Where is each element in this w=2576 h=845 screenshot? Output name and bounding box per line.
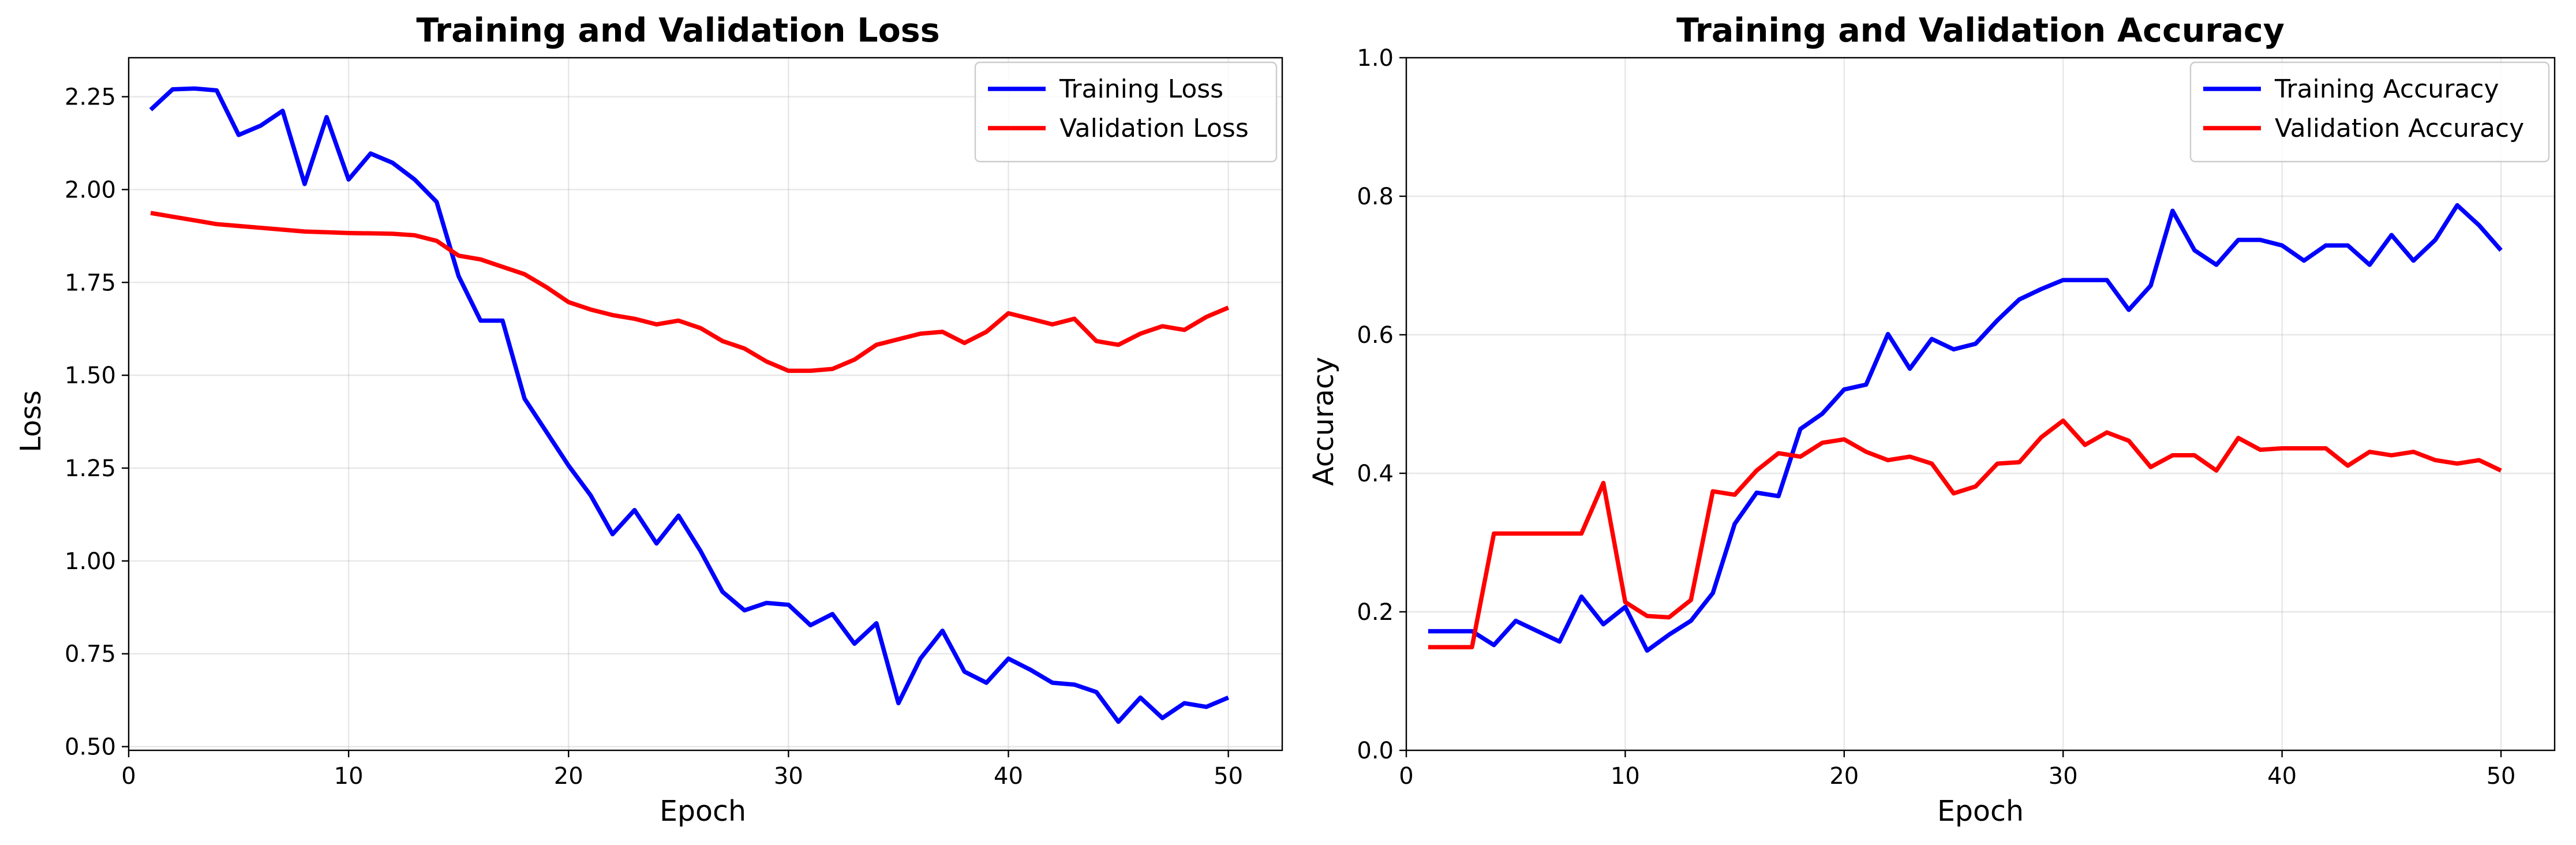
accuracy-x-tick-label: 30 — [2049, 763, 2078, 790]
accuracy-y-tick-label: 1.0 — [1357, 45, 1394, 72]
loss-x-tick-label: 20 — [554, 763, 583, 790]
loss-y-tick-label: 2.00 — [65, 177, 116, 203]
accuracy-y-tick-label: 0.8 — [1357, 184, 1394, 210]
loss-y-tick-label: 2.25 — [65, 84, 116, 111]
legend-label-training-loss: Training Loss — [1059, 74, 1223, 104]
loss-y-tick-label: 1.75 — [65, 270, 116, 296]
loss-y-tick-label: 1.50 — [65, 362, 116, 389]
accuracy-x-axis-label: Epoch — [1937, 795, 2024, 828]
loss-y-tick-label: 0.50 — [65, 734, 116, 761]
legend-label-training-accuracy: Training Accuracy — [2274, 74, 2499, 104]
loss-y-tick-label: 1.00 — [65, 548, 116, 575]
accuracy-x-tick-label: 10 — [1611, 763, 1640, 790]
loss-legend-box — [974, 61, 1278, 163]
accuracy-series-training-accuracy — [1428, 203, 2503, 653]
accuracy-y-axis-label: Accuracy — [1307, 357, 1340, 486]
loss-axes-frame — [128, 57, 1283, 751]
loss-series-training-loss — [149, 86, 1230, 724]
legend-label-validation-accuracy: Validation Accuracy — [2275, 114, 2524, 143]
loss-x-tick-label: 30 — [774, 763, 803, 790]
accuracy-y-tick-label: 0.6 — [1357, 322, 1394, 349]
loss-x-tick-label: 0 — [121, 763, 136, 790]
accuracy-chart: Training and Validation Accuracy 0 10 20 30… — [1307, 12, 2556, 828]
accuracy-series-validation-accuracy — [1428, 418, 2502, 649]
loss-y-tick-label: 0.75 — [65, 641, 116, 668]
accuracy-legend-box — [2189, 61, 2550, 163]
loss-y-tick-label: 1.25 — [65, 455, 116, 482]
loss-x-tick-label: 10 — [334, 763, 364, 790]
accuracy-y-tick-label: 0.2 — [1357, 599, 1394, 626]
accuracy-y-tick-label: 0.4 — [1357, 461, 1394, 487]
legend-label-validation-loss: Validation Loss — [1059, 114, 1249, 143]
accuracy-x-tick-label: 20 — [1829, 763, 1859, 790]
loss-plot-area: 0 10 20 30 40 50 0.50 0.75 1.00 1.25 1.50 1.75 2.00 2… — [65, 57, 1283, 790]
loss-x-tick-label: 50 — [1214, 763, 1243, 790]
accuracy-y-tick-label: 0.0 — [1357, 738, 1394, 764]
loss-chart-title: Training and Validation Loss — [416, 12, 939, 50]
accuracy-x-tick-label: 0 — [1399, 763, 1413, 790]
loss-chart: Training and Validation Loss 0 10 20 30 40 50… — [14, 12, 1283, 828]
loss-series-validation-loss — [150, 211, 1230, 373]
loss-x-tick-label: 40 — [994, 763, 1023, 790]
loss-x-axis-label: Epoch — [660, 795, 746, 828]
loss-y-axis-label: Loss — [14, 390, 47, 452]
accuracy-plot-area: 0 10 20 30 40 50 0.0 0.2 0.4 0.6 0.8 1.0 Training Ac… — [1357, 45, 2556, 790]
accuracy-x-tick-label: 50 — [2487, 763, 2516, 790]
accuracy-axes-frame — [1405, 57, 2556, 751]
accuracy-x-tick-label: 40 — [2267, 763, 2297, 790]
accuracy-chart-title: Training and Validation Accuracy — [1676, 12, 2285, 50]
